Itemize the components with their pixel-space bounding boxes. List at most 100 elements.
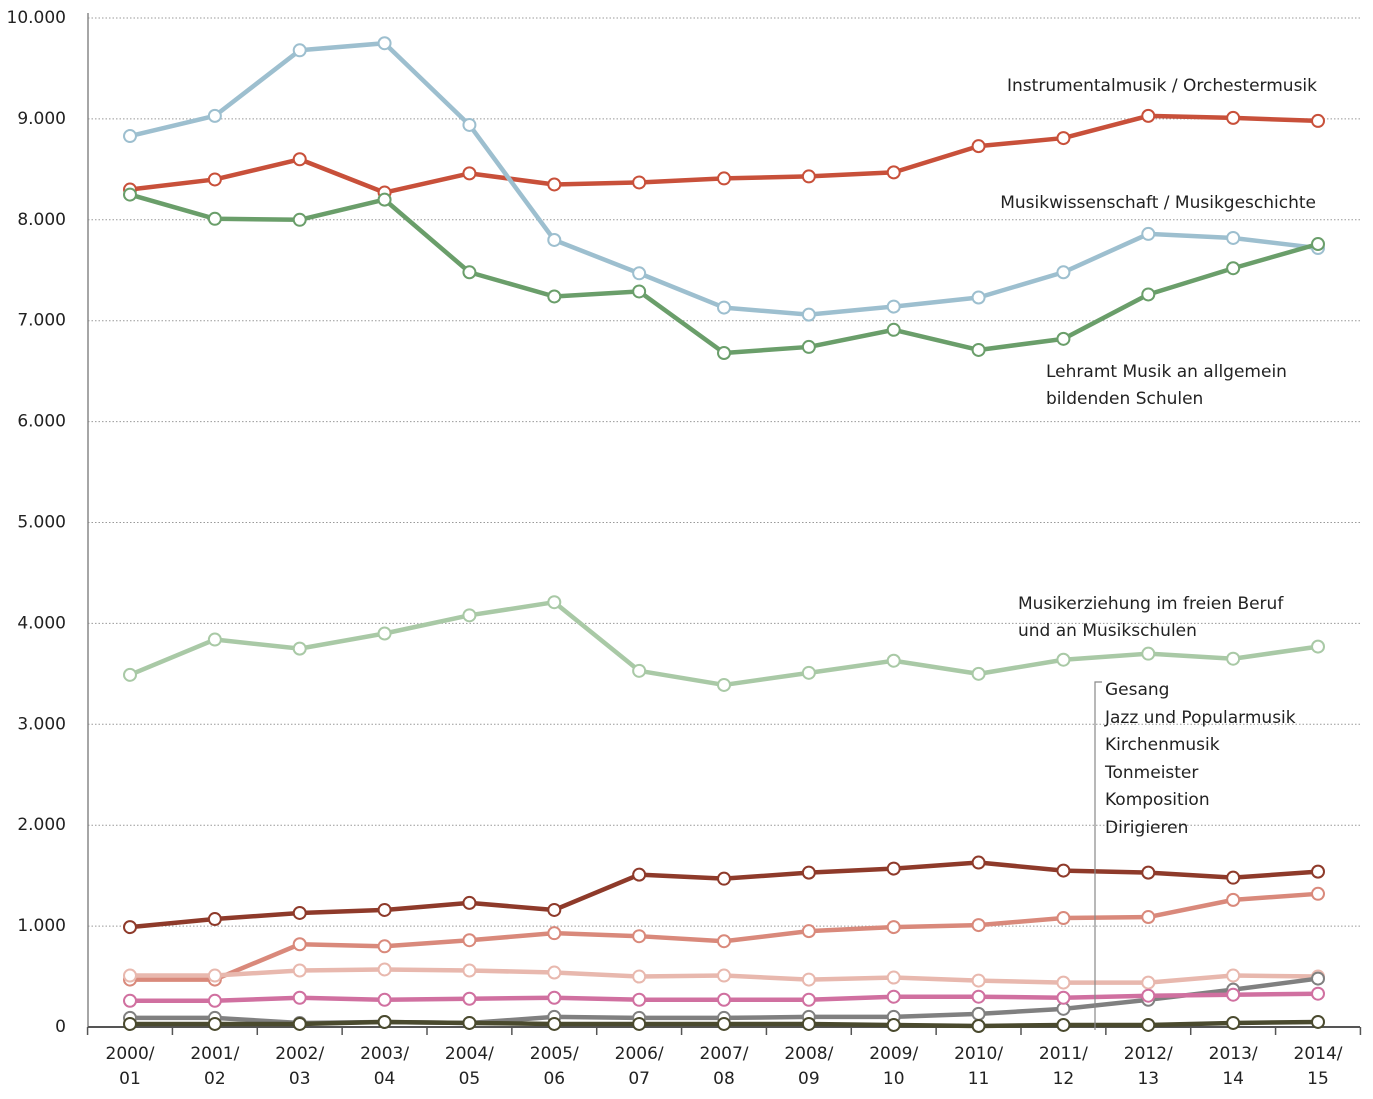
data-point <box>801 992 816 1007</box>
data-point <box>292 641 307 656</box>
data-point <box>632 266 647 281</box>
data-point <box>971 918 986 933</box>
y-tick-label: 2.000 <box>17 815 66 835</box>
series-label: Kirchenmusik <box>1105 735 1220 755</box>
data-point <box>971 666 986 681</box>
data-point <box>547 289 562 304</box>
data-point <box>377 902 392 917</box>
data-point <box>632 929 647 944</box>
data-point <box>717 992 731 1007</box>
data-point <box>462 991 477 1006</box>
data-point <box>547 595 562 610</box>
data-point <box>717 968 731 983</box>
y-tick-label: 9.000 <box>17 109 66 129</box>
data-point <box>971 342 986 357</box>
data-point <box>801 865 816 880</box>
data-point <box>292 152 307 167</box>
y-tick-label: 8.000 <box>17 210 66 230</box>
data-point <box>1311 113 1325 128</box>
data-point <box>547 990 562 1005</box>
series-label: Instrumentalmusik / Orchestermusik <box>1007 76 1317 96</box>
data-point <box>1141 988 1156 1003</box>
data-point <box>1311 1014 1325 1029</box>
series-label: Dirigieren <box>1105 817 1189 838</box>
data-point <box>547 965 562 980</box>
data-point <box>1226 261 1241 276</box>
data-point <box>292 212 307 227</box>
data-point <box>1311 971 1325 986</box>
data-point <box>123 1016 137 1031</box>
data-point <box>1311 639 1325 654</box>
data-point <box>632 867 647 882</box>
x-tick-label: 2009/ 10 <box>869 1044 919 1089</box>
data-point <box>547 177 562 192</box>
data-point <box>377 192 392 207</box>
data-point <box>207 1016 222 1031</box>
series-label: Tonmeister <box>1105 762 1199 783</box>
data-point <box>886 299 901 314</box>
x-tick-label: 2008/ 09 <box>784 1044 834 1089</box>
data-point <box>717 171 731 186</box>
data-point <box>1141 975 1156 990</box>
data-point <box>971 290 986 305</box>
label-bracket <box>1094 681 1102 1030</box>
y-tick-label: 5.000 <box>17 513 66 533</box>
data-point <box>1226 987 1241 1002</box>
data-point <box>1056 990 1071 1005</box>
data-point <box>123 129 137 144</box>
data-point <box>1226 892 1241 907</box>
data-point <box>547 926 562 941</box>
data-point <box>801 924 816 939</box>
data-point <box>1226 968 1241 983</box>
x-tick-label: 2005/ 06 <box>529 1044 579 1089</box>
data-point <box>717 345 731 360</box>
data-point <box>1226 1015 1241 1030</box>
data-point <box>632 663 647 678</box>
series-label: Jazz und Popularmusik <box>1105 707 1296 728</box>
data-point <box>886 1017 901 1032</box>
data-point <box>462 608 477 623</box>
data-point <box>971 855 986 870</box>
data-point <box>886 322 901 337</box>
data-point <box>1056 265 1071 280</box>
data-point <box>632 1016 647 1031</box>
data-point <box>632 969 647 984</box>
data-point <box>377 939 392 954</box>
data-point <box>971 1018 986 1033</box>
data-point <box>1226 870 1241 885</box>
x-tick-label: 2006/ 07 <box>614 1044 664 1089</box>
data-point <box>1056 131 1071 146</box>
data-point <box>1141 646 1156 661</box>
data-point <box>207 632 222 647</box>
data-point <box>886 989 901 1004</box>
series-label: Lehramt Musik an allgemein bildenden Sch… <box>1046 362 1287 409</box>
data-point <box>1141 910 1156 925</box>
data-point <box>886 165 901 180</box>
data-point <box>801 169 816 184</box>
data-point <box>1056 975 1071 990</box>
data-point <box>547 1016 562 1031</box>
data-point <box>123 920 137 935</box>
data-point <box>462 933 477 948</box>
x-tick-label: 2001/ 02 <box>190 1044 240 1089</box>
data-point <box>886 653 901 668</box>
data-point <box>1311 237 1325 252</box>
data-point <box>292 963 307 978</box>
data-point <box>292 937 307 952</box>
data-point <box>123 187 137 202</box>
data-point <box>1141 1017 1156 1032</box>
data-point <box>123 993 137 1008</box>
data-point <box>632 992 647 1007</box>
data-point <box>207 912 222 927</box>
data-point <box>886 970 901 985</box>
data-point <box>717 300 731 315</box>
data-point <box>971 139 986 154</box>
data-point <box>1141 287 1156 302</box>
x-tick-label: 2007/ 08 <box>699 1044 749 1089</box>
series-label: Gesang <box>1105 680 1170 700</box>
series-label: Musikwissenschaft / Musikgeschichte <box>1000 193 1316 213</box>
data-point <box>462 117 477 132</box>
data-point <box>292 990 307 1005</box>
data-point <box>377 1014 392 1029</box>
